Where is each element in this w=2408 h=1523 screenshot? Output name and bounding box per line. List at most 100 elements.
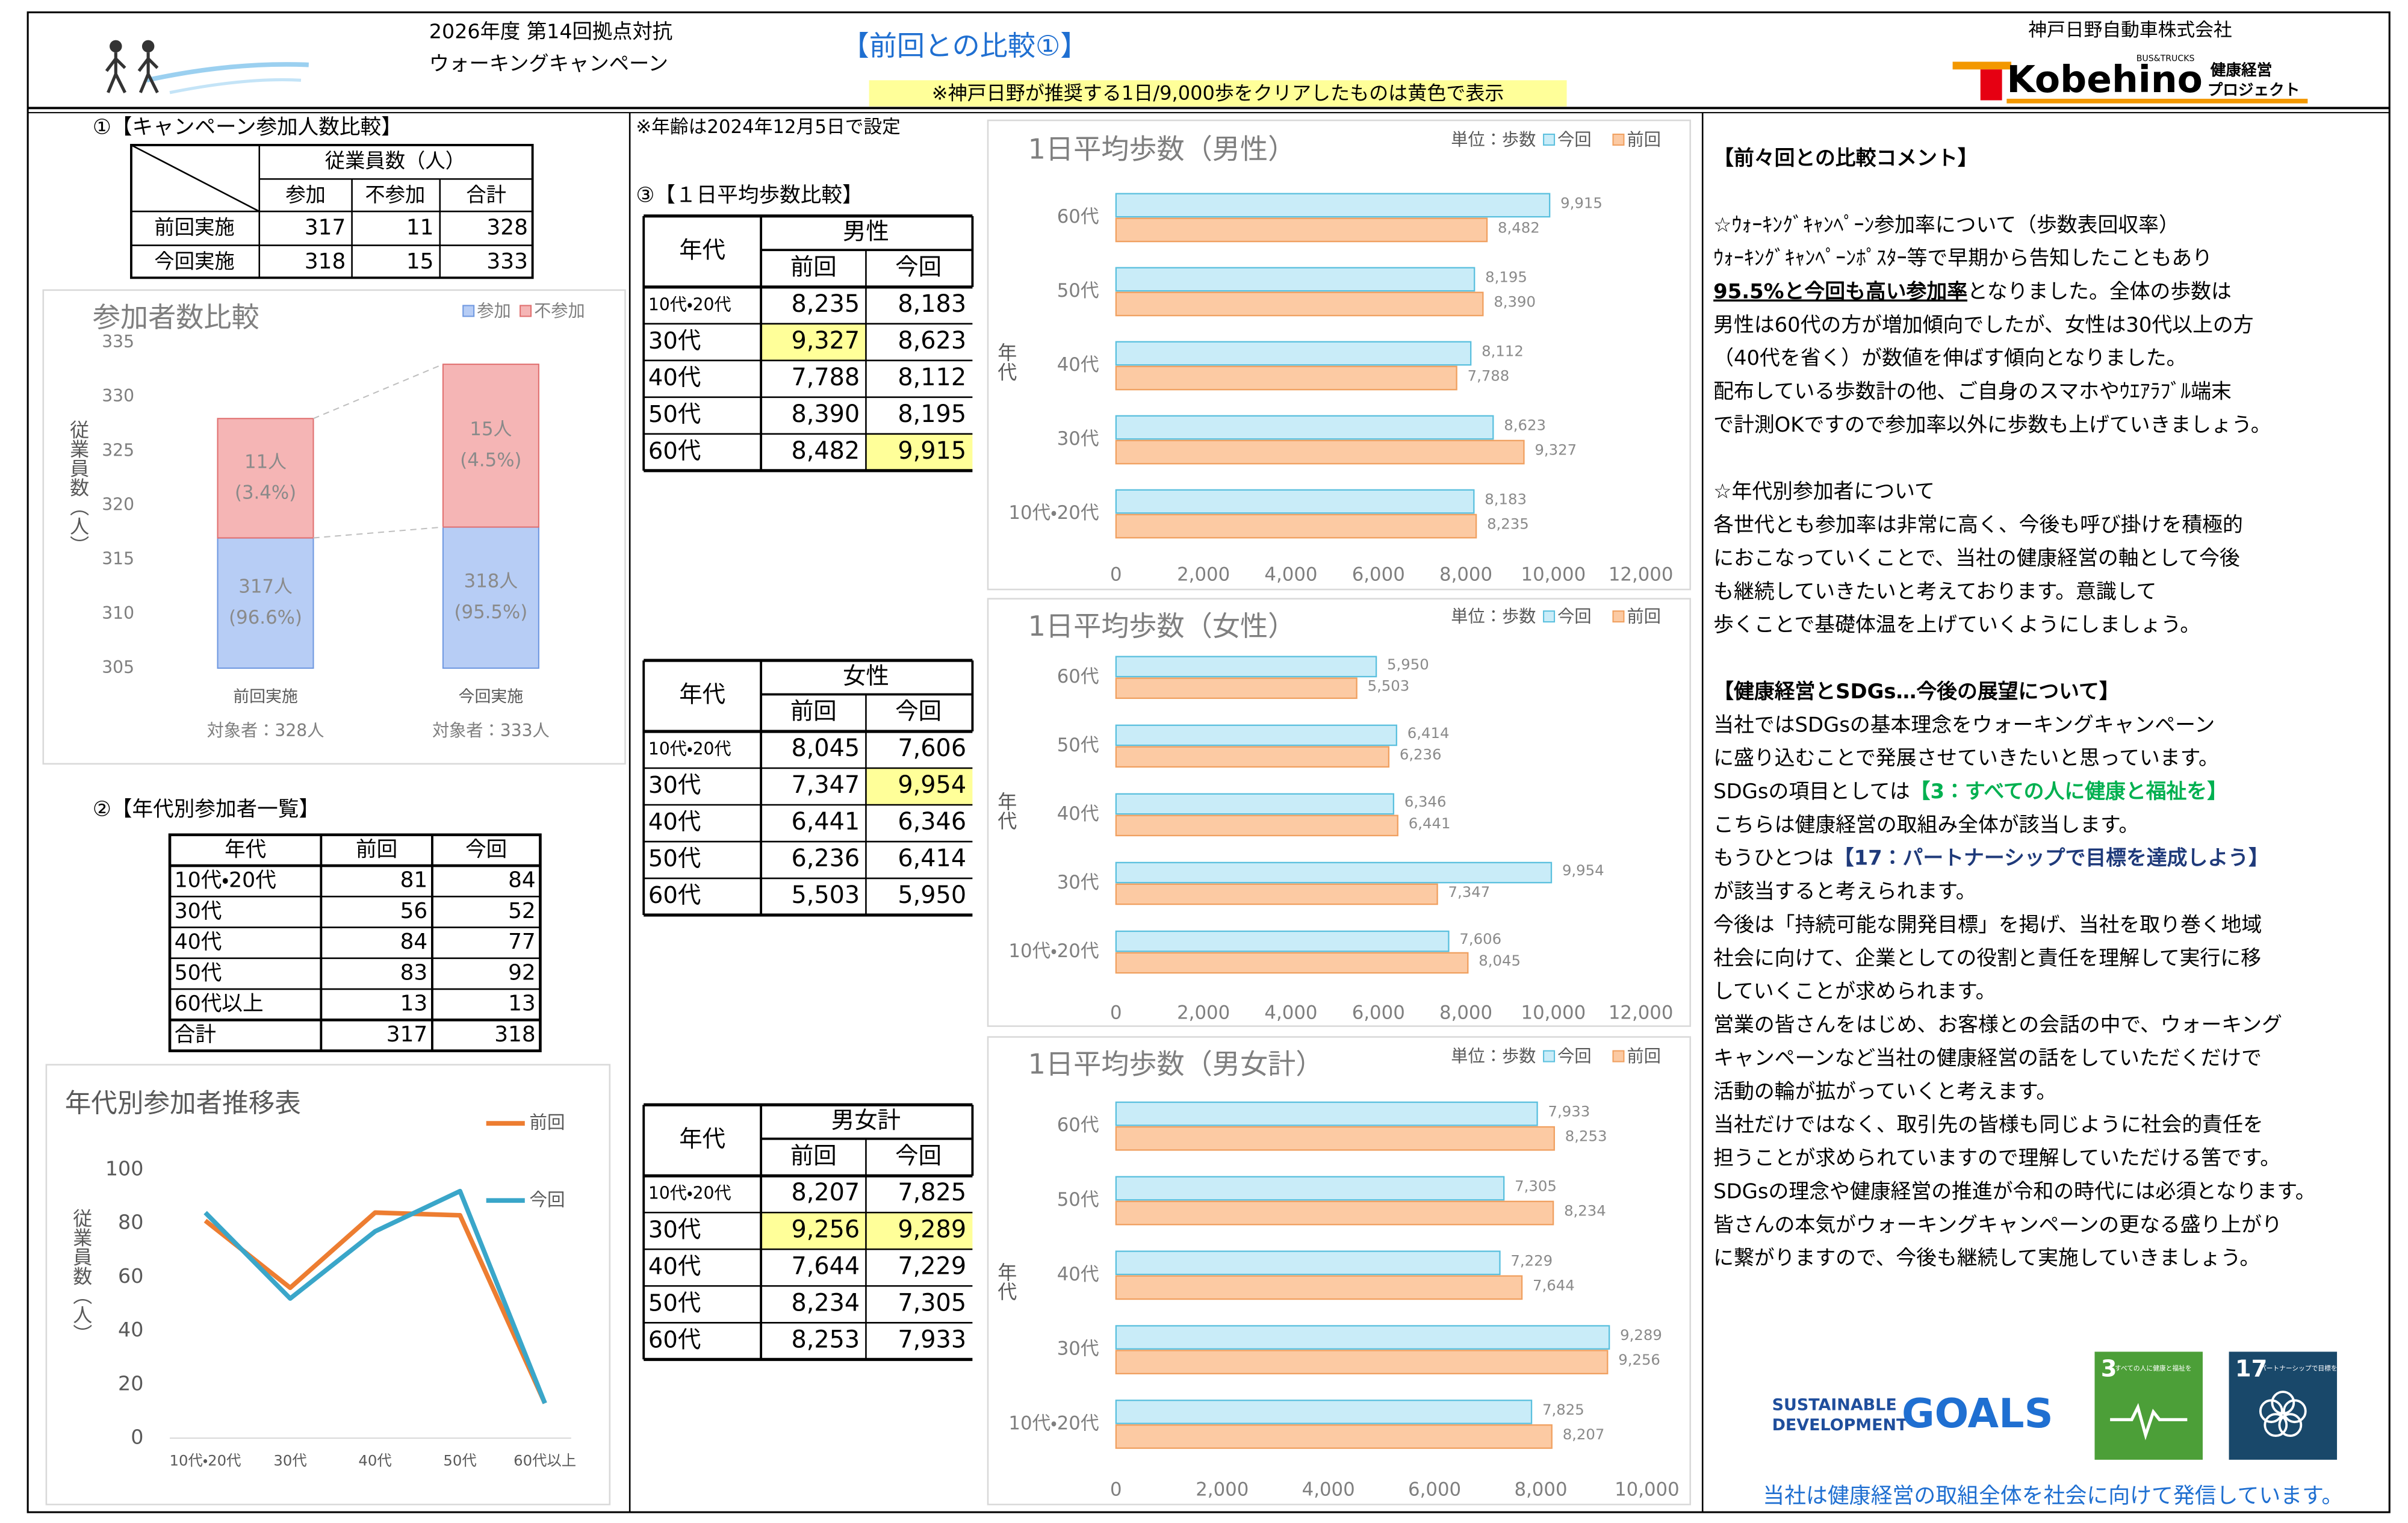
- footer: 当社は健康経営の取組全体を社会に向けて発信しています。: [1763, 1483, 2343, 1508]
- bar: [1115, 1275, 1523, 1300]
- sdg-number: 3: [2101, 1356, 2117, 1383]
- unit-label: 単位：歩数: [1451, 129, 1536, 149]
- header-title: 2026年度 第14回拠点対抗: [429, 19, 672, 43]
- sdg-pictogram: [2278, 1413, 2303, 1438]
- table-cell: 6,441: [791, 808, 860, 836]
- logo: Kobehino BUS&TRUCKS 健康経営 プロジェクト: [1952, 54, 2308, 104]
- swoosh: [169, 78, 302, 95]
- walker-illustration: [105, 40, 309, 95]
- comment-line: で計測OKですので参加率以外に歩数も上げていきましょう。: [1713, 412, 2271, 436]
- data-label: 9,256: [1618, 1351, 1660, 1368]
- row-label: 50代: [648, 845, 701, 872]
- table-cell: 13: [508, 991, 536, 1016]
- unit-label: 単位：歩数: [1451, 606, 1536, 626]
- table-header: 年代: [679, 237, 725, 264]
- y-tick-label: 40代: [1057, 803, 1099, 825]
- x-tick-label: 30代: [273, 1451, 306, 1469]
- comment-segment: キャンペーンなど当社の健康経営の話をしていただくだけで: [1713, 1046, 2262, 1069]
- swoosh: [146, 62, 309, 83]
- table-cell: 8,183: [898, 290, 966, 318]
- comment-line: 当社だけではなく、取引先の皆様も同じように社会的責任を: [1713, 1112, 2263, 1136]
- data-label: 7,347: [1448, 883, 1491, 901]
- section-title: ②【年代別参加者一覧】: [93, 798, 320, 822]
- comment-line: していくことが求められます。: [1713, 979, 1996, 1003]
- comment-segment: 95.5%と今回も高い参加率: [1713, 279, 1967, 303]
- table-header: 年代: [679, 681, 725, 709]
- table-cell: 7,305: [898, 1289, 966, 1317]
- comment-segment: 営業の皆さんをはじめ、お客様との会話の中で、ウォーキング: [1713, 1013, 2282, 1036]
- bar: [1115, 1400, 1533, 1424]
- sdgs-logo-text: SUSTAINABLE: [1772, 1396, 1897, 1415]
- y-tick-label: 60: [118, 1264, 143, 1288]
- table-cell: 8,253: [791, 1326, 860, 1353]
- bar: [1115, 193, 1551, 218]
- table-cell: 317: [386, 1022, 427, 1047]
- chart-panel: [45, 1064, 611, 1506]
- row-label: 60代: [648, 1326, 701, 1353]
- y-tick-label: 50代: [1057, 280, 1099, 302]
- x-tick-label: 40代: [358, 1451, 391, 1469]
- legend-label: 今回: [1557, 1046, 1591, 1066]
- table-header: 不参加: [365, 183, 425, 206]
- row-label: 40代: [648, 1253, 701, 1280]
- y-tick-label: 0: [131, 1425, 143, 1449]
- comment-line: 担うことが求められていますので理解していただける筈です。: [1713, 1146, 2280, 1170]
- bar: [1115, 724, 1397, 746]
- x-tick-label: 2,000: [1196, 1479, 1249, 1501]
- table-cell: 333: [486, 249, 527, 274]
- y-tick-label: 310: [102, 603, 134, 623]
- table-cell: 5,503: [791, 881, 860, 909]
- comment-segment: 各世代とも参加率は非常に高く、今後も呼び掛けを積極的: [1713, 513, 2243, 536]
- x-tick-label: 60代以上: [514, 1451, 576, 1469]
- comment-segment: 配布している歩数計の他、ご自身のスマホやｳｴｱﾗﾌﾞﾙ端末: [1713, 379, 2232, 403]
- bar: [1115, 746, 1390, 768]
- comment-line: 各世代とも参加率は非常に高く、今後も呼び掛けを積極的: [1713, 513, 2243, 536]
- comment-line: ☆ｳｫｰｷﾝｸﾞｷｬﾝﾍﾟｰﾝ参加率について（歩数表回収率）: [1713, 212, 2179, 236]
- bar: [1115, 814, 1398, 837]
- comment-segment: 【前々回との比較コメント】: [1713, 146, 1978, 170]
- data-label: 8,045: [1479, 952, 1521, 969]
- table-header: 年代: [679, 1126, 725, 1153]
- x-tick-label: 12,000: [1609, 1002, 1674, 1024]
- y-axis-label: 従業員数（人）: [70, 1208, 93, 1343]
- x-tick-label: 4,000: [1264, 1002, 1317, 1024]
- bar: [1115, 439, 1525, 465]
- cell-highlight: [761, 1212, 866, 1250]
- table-cell: 52: [508, 899, 536, 923]
- x-tick-label: 8,000: [1439, 564, 1492, 586]
- table-cell: 8,482: [791, 437, 860, 465]
- legend-label: 前回: [1627, 606, 1661, 626]
- comment-segment: となりました。全体の歩数は: [1967, 279, 2232, 303]
- x-tick-label: 前回実施: [233, 687, 298, 706]
- x-tick-label: 4,000: [1302, 1479, 1355, 1501]
- table-header: 参加: [285, 183, 326, 206]
- table-cell: 84: [400, 929, 428, 954]
- table-cell: 15: [406, 249, 434, 274]
- table-header: 男性: [843, 219, 889, 246]
- table-header: 前回: [356, 837, 397, 861]
- category-note: 対象者：333人: [432, 721, 550, 740]
- y-axis-label: 年代: [995, 343, 1017, 381]
- bar: [1115, 793, 1395, 815]
- logo-sub: BUS&TRUCKS: [2136, 54, 2195, 63]
- data-label: 6,346: [1404, 793, 1447, 810]
- section-title: ①【キャンペーン参加人数比較】: [93, 116, 402, 140]
- data-label: 11人: [244, 451, 287, 473]
- sdg-pictogram: [2110, 1403, 2188, 1441]
- x-tick-label: 6,000: [1408, 1479, 1461, 1501]
- bar-segment: [442, 526, 539, 669]
- table-header: 前回: [790, 1143, 837, 1170]
- comment-segment: 歩くことで基礎体温を上げていくようにしましょう。: [1713, 613, 2200, 636]
- cell-highlight: [866, 433, 973, 471]
- data-label: 5,950: [1387, 656, 1429, 673]
- table-cell: 81: [400, 868, 428, 893]
- data-label: 318人: [464, 571, 518, 592]
- data-label: 317人: [238, 576, 292, 598]
- chart-title: 1日平均歩数（男性）: [1028, 133, 1296, 166]
- comment-line: におこなっていくことで、当社の健康経営の軸として今後: [1713, 546, 2240, 569]
- table-cell: 9,954: [898, 771, 966, 799]
- table-cell: 13: [400, 991, 428, 1016]
- legend-swatch: [520, 305, 532, 317]
- comment-segment: 今後は「持続可能な開発目標」を掲げ、当社を取り巻く地域: [1713, 913, 2262, 936]
